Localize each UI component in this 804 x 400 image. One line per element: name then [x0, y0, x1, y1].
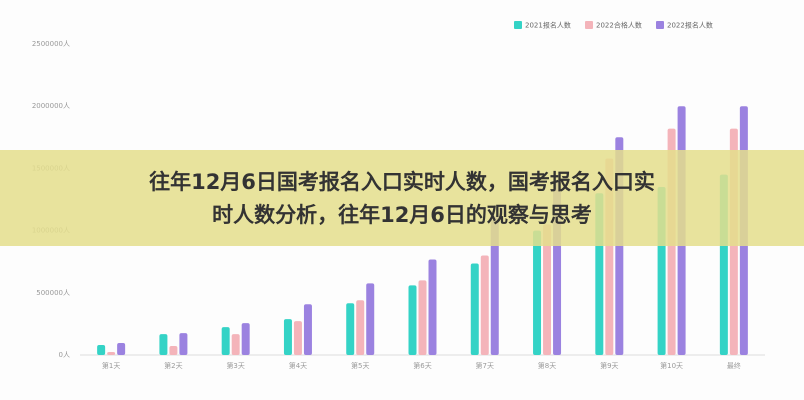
bar	[490, 215, 499, 355]
banner-title-line: 往年12月6日国考报名入口实时人数，国考报名入口实	[149, 170, 655, 194]
banner-title-line: 时人数分析，往年12月6日的观察与思考	[212, 203, 592, 227]
bar	[480, 255, 489, 355]
x-tick-label: 第4天	[289, 361, 307, 370]
y-tick-label: 2500000人	[32, 40, 70, 48]
bar	[159, 334, 168, 355]
bar	[283, 319, 292, 355]
bar	[117, 343, 126, 355]
x-tick-label: 最终	[727, 361, 741, 370]
bar	[169, 346, 178, 355]
legend-label: 2022合格人数	[596, 21, 642, 30]
bar	[179, 333, 188, 355]
legend-swatch	[585, 21, 593, 29]
bar	[408, 285, 417, 355]
bar	[293, 321, 302, 355]
x-tick-label: 第7天	[476, 361, 494, 370]
bar	[107, 352, 116, 355]
legend-swatch	[656, 21, 664, 29]
bar	[366, 283, 375, 355]
title-banner	[0, 150, 804, 246]
x-tick-label: 第3天	[226, 361, 244, 370]
y-tick-label: 0人	[59, 351, 70, 359]
y-tick-label: 500000人	[36, 289, 70, 297]
legend-label: 2022报名人数	[667, 21, 713, 30]
x-tick-label: 第2天	[164, 361, 182, 370]
y-tick-label: 2000000人	[32, 102, 70, 110]
bar	[356, 300, 365, 355]
x-tick-label: 第6天	[413, 361, 431, 370]
x-tick-label: 第8天	[538, 361, 556, 370]
bar	[241, 323, 250, 355]
bar	[428, 259, 437, 355]
x-tick-label: 第10天	[660, 361, 683, 370]
bar	[418, 280, 427, 355]
bar	[533, 230, 542, 355]
bar	[97, 345, 106, 355]
legend-swatch	[514, 21, 522, 29]
bar	[303, 304, 312, 355]
bar	[346, 303, 355, 355]
x-tick-label: 第5天	[351, 361, 369, 370]
x-tick-label: 第1天	[102, 361, 120, 370]
bar	[221, 327, 230, 355]
bar	[231, 334, 240, 355]
legend-label: 2021报名人数	[525, 21, 571, 30]
bar	[470, 263, 479, 355]
bar	[543, 224, 552, 355]
x-tick-label: 第9天	[600, 361, 618, 370]
